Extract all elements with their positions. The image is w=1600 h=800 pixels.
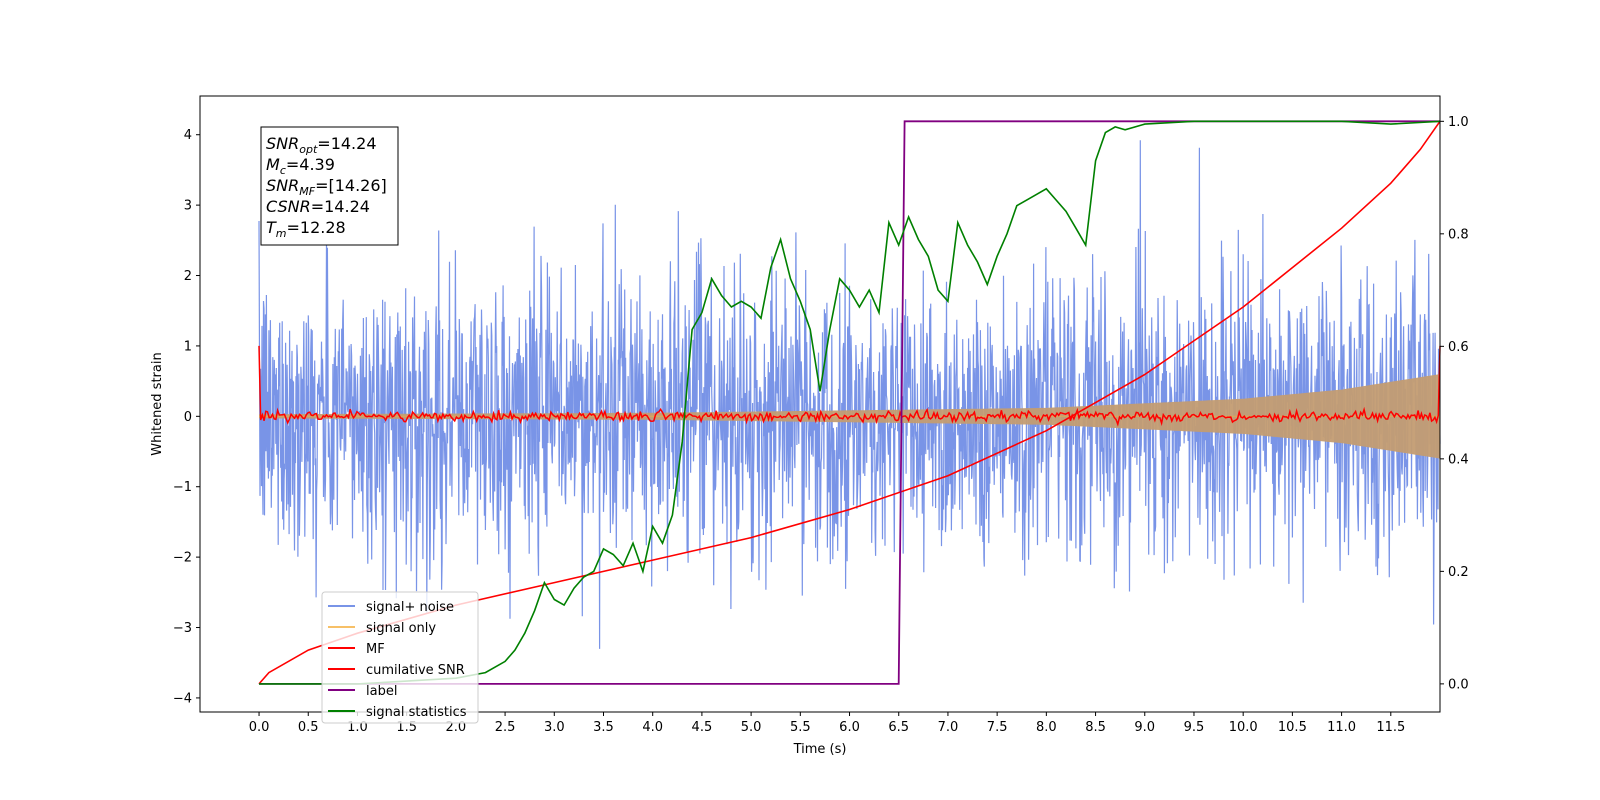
annotation-snr-mf: SNRMF=[14.26] [266, 176, 387, 198]
snr-opt-value: =14.24 [317, 134, 376, 153]
x-tick-label: 7.5 [987, 720, 1008, 735]
axes-frame [199, 95, 1441, 713]
legend-label: signal only [366, 621, 436, 636]
csnr-label: CSNR [266, 197, 311, 216]
mc-sub: c [280, 164, 286, 177]
x-tick-label: 2.0 [446, 720, 467, 735]
y2-tick-label: 0.0 [1448, 677, 1469, 692]
mc-label: M [266, 155, 280, 174]
annotation-tm: Tm=12.28 [266, 218, 346, 240]
x-tick-label: 11.5 [1376, 720, 1405, 735]
x-axis-label: Time (s) [793, 742, 847, 757]
x-tick-label: 5.0 [741, 720, 762, 735]
x-tick-label: 1.0 [347, 720, 368, 735]
y-tick-label: 3 [184, 199, 192, 214]
x-tick-label: 8.5 [1085, 720, 1106, 735]
x-tick-label: 6.5 [888, 720, 909, 735]
x-tick-label: 6.0 [839, 720, 860, 735]
legend-label: signal statistics [366, 705, 467, 720]
y-tick-label: 1 [184, 339, 192, 354]
y2-tick-label: 1.0 [1448, 115, 1469, 130]
x-tick-label: 10.0 [1229, 720, 1258, 735]
x-tick-label: 8.0 [1036, 720, 1057, 735]
series-signal-noise [258, 140, 1441, 649]
y-tick-label: −2 [173, 551, 192, 566]
y2-tick-label: 0.8 [1448, 227, 1469, 242]
x-tick-label: 10.5 [1278, 720, 1307, 735]
y-axis-left: −4 −3 −2 −1 0 1 2 3 4 [173, 128, 200, 706]
y2-tick-label: 0.2 [1448, 565, 1469, 580]
x-tick-label: 5.5 [790, 720, 811, 735]
x-tick-label: 3.0 [544, 720, 565, 735]
annotation-snr-opt: SNRopt=14.24 [266, 134, 377, 156]
snr-mf-value: =[14.26] [315, 176, 387, 195]
y-tick-label: −4 [173, 691, 192, 706]
x-tick-label: 9.5 [1184, 720, 1205, 735]
y-axis-label: Whitened strain [150, 352, 165, 455]
x-axis: 0.0 0.5 1.0 1.5 2.0 2.5 3.0 3.5 4.0 4.5 5.0 5.5 6.0 6… [249, 712, 1405, 735]
tm-label: T [266, 218, 277, 237]
x-tick-label: 3.5 [593, 720, 614, 735]
legend: signal+ noise signal only MF cumilative SNR… [321, 591, 479, 724]
x-tick-label: 11.0 [1327, 720, 1356, 735]
tm-value: =12.28 [287, 218, 346, 237]
snr-opt-label: SNR [266, 134, 299, 153]
x-tick-label: 7.0 [938, 720, 959, 735]
legend-label: signal+ noise [366, 600, 454, 615]
y-tick-label: −3 [173, 621, 192, 636]
x-tick-label: 0.5 [298, 720, 319, 735]
y-tick-label: −1 [173, 480, 192, 495]
snr-mf-sub: MF [299, 185, 315, 198]
x-tick-label: 4.0 [642, 720, 663, 735]
legend-entries: signal+ noise signal only MF cumilative SNR… [328, 600, 467, 720]
legend-label: MF [366, 642, 385, 657]
x-tick-label: 4.5 [692, 720, 713, 735]
x-tick-label: 2.5 [495, 720, 516, 735]
y-tick-label: 4 [184, 128, 192, 143]
y-tick-label: 0 [184, 410, 192, 425]
snr-opt-sub: opt [299, 143, 318, 156]
annotation-csnr: CSNR=14.24 [266, 197, 370, 216]
legend-label: label [366, 684, 397, 699]
y-tick-label: 2 [184, 269, 192, 284]
mc-value: =4.39 [286, 155, 335, 174]
y2-tick-label: 0.4 [1448, 452, 1469, 467]
annotation-box: SNRopt=14.24 Mc=4.39 SNRMF=[14.26] CSNR=… [260, 126, 399, 246]
y2-tick-label: 0.6 [1448, 340, 1469, 355]
csnr-value: =14.24 [311, 197, 370, 216]
x-tick-label: 9.0 [1134, 720, 1155, 735]
legend-frame [321, 591, 479, 724]
x-tick-label: 1.5 [396, 720, 417, 735]
legend-label: cumilative SNR [366, 663, 465, 678]
annotation-mc: Mc=4.39 [266, 155, 335, 177]
annotation-frame [260, 126, 399, 246]
series-signal-statistics [259, 120, 1441, 685]
x-tick-label: 0.0 [249, 720, 270, 735]
series-label [259, 120, 1440, 685]
tm-sub: m [276, 227, 287, 240]
y-axis-right: 0.0 0.2 0.4 0.6 0.8 1.0 [1440, 115, 1469, 692]
series-mf [258, 345, 1441, 427]
snr-mf-label: SNR [266, 176, 299, 195]
